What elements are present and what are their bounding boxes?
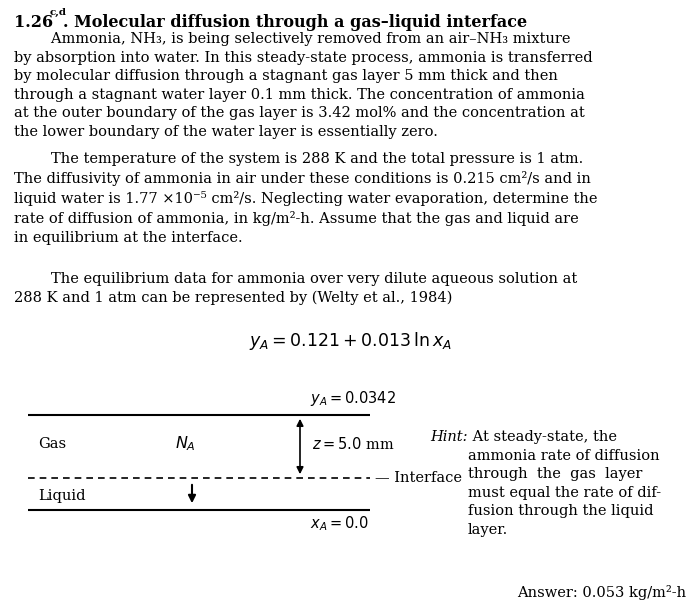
Text: Answer: 0.053 kg/m²-h: Answer: 0.053 kg/m²-h (517, 585, 686, 600)
Text: $N_A$: $N_A$ (175, 435, 196, 453)
Text: $y_A = 0.0342$: $y_A = 0.0342$ (310, 389, 396, 408)
Text: Ammonia, NH₃, is being selectively removed from an air–NH₃ mixture
by absorption: Ammonia, NH₃, is being selectively remov… (14, 32, 593, 139)
Text: The equilibrium data for ammonia over very dilute aqueous solution at
288 K and : The equilibrium data for ammonia over ve… (14, 272, 578, 305)
Text: At steady-state, the
ammonia rate of diffusion
through  the  gas  layer
must equ: At steady-state, the ammonia rate of dif… (468, 430, 661, 537)
Text: $z = 5.0$ mm: $z = 5.0$ mm (312, 436, 395, 452)
Text: . Molecular diffusion through a gas–liquid interface: . Molecular diffusion through a gas–liqu… (63, 14, 527, 31)
Text: $y_A = 0.121 + 0.013\,\ln x_A$: $y_A = 0.121 + 0.013\,\ln x_A$ (248, 330, 452, 352)
Text: Liquid: Liquid (38, 489, 85, 503)
Text: 1.26: 1.26 (14, 14, 53, 31)
Text: Gas: Gas (38, 437, 66, 451)
Text: $x_A = 0.0$: $x_A = 0.0$ (310, 514, 369, 533)
Text: Hint:: Hint: (430, 430, 468, 444)
Text: — Interface: — Interface (375, 471, 462, 485)
Text: c,d: c,d (50, 8, 67, 17)
Text: The temperature of the system is 288 K and the total pressure is 1 atm.
The diff: The temperature of the system is 288 K a… (14, 152, 598, 245)
